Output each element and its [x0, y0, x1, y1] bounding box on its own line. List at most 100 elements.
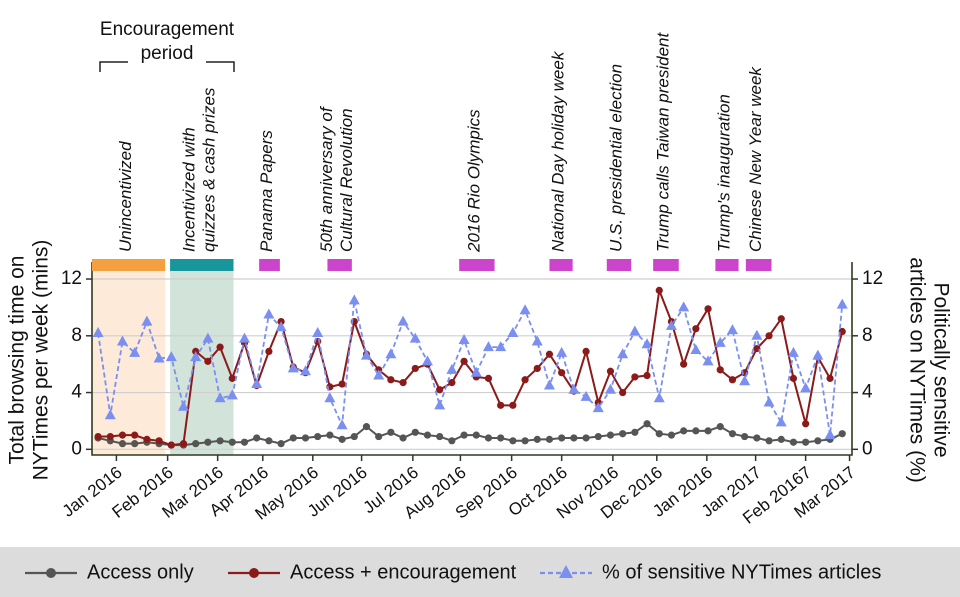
point-marker: [179, 440, 188, 448]
point-marker: [643, 420, 651, 428]
event-label: Trump's inauguration: [714, 94, 733, 252]
point-marker: [399, 379, 407, 387]
point-marker: [118, 440, 127, 448]
point-marker: [387, 428, 395, 436]
point-marker: [411, 428, 419, 436]
point-marker: [507, 326, 519, 337]
point-marker: [131, 440, 139, 448]
event-label: Incentivized with: [179, 127, 198, 252]
point-marker: [592, 402, 604, 413]
point-marker: [94, 432, 102, 441]
y2-tick-label: 0: [862, 438, 873, 459]
point-marker: [143, 435, 151, 443]
point-marker: [509, 437, 517, 445]
point-marker: [289, 434, 297, 442]
point-marker: [838, 430, 846, 438]
point-marker: [519, 304, 531, 315]
point-marker: [192, 440, 200, 448]
point-marker: [787, 346, 799, 357]
point-marker: [812, 349, 824, 360]
point-marker: [216, 437, 224, 445]
point-marker: [789, 438, 798, 446]
point-marker: [753, 434, 761, 442]
point-marker: [336, 419, 348, 430]
period-shade: [92, 270, 166, 455]
annotation-bracket: [99, 61, 235, 72]
point-marker: [460, 357, 468, 365]
point-marker: [775, 416, 787, 427]
legend-band: [0, 547, 960, 597]
point-marker: [680, 427, 688, 435]
legend-label: % of sensitive NYTimes articles: [602, 561, 881, 583]
point-marker: [204, 438, 212, 446]
point-marker: [251, 378, 263, 389]
annotation: Encouragement: [100, 19, 235, 40]
point-marker: [387, 376, 395, 384]
point-marker: [702, 355, 714, 366]
point-marker: [484, 434, 493, 442]
point-marker: [299, 365, 311, 376]
point-marker: [482, 341, 494, 352]
point-marker: [312, 326, 324, 337]
point-marker: [814, 437, 822, 445]
event-bar: [170, 259, 234, 271]
point-marker: [421, 355, 433, 366]
y2-tick-label: 8: [862, 325, 873, 346]
point-marker: [777, 435, 785, 443]
point-marker: [497, 401, 505, 409]
point-marker: [423, 431, 432, 439]
point-marker: [570, 434, 578, 442]
point-marker: [497, 434, 505, 442]
point-marker: [521, 437, 529, 445]
point-marker: [385, 348, 397, 359]
point-marker: [190, 351, 202, 362]
point-marker: [678, 301, 690, 312]
y-tick-label: 8: [71, 325, 82, 346]
axis-frame: [91, 262, 853, 456]
y-tick-label: 0: [71, 438, 82, 459]
point-marker: [240, 438, 249, 446]
point-marker: [436, 386, 444, 394]
event-label: National Day holiday week: [549, 50, 568, 252]
point-marker: [228, 374, 236, 382]
point-marker: [653, 392, 665, 403]
point-marker: [118, 431, 127, 439]
point-marker: [728, 430, 737, 438]
point-marker: [836, 298, 848, 309]
point-marker: [568, 383, 580, 394]
point-marker: [765, 437, 773, 445]
event-label: Chinese New Year week: [746, 66, 765, 252]
point-marker: [116, 335, 128, 346]
point-marker: [631, 428, 639, 436]
point-marker: [458, 334, 470, 345]
point-marker: [104, 409, 116, 420]
point-marker: [739, 375, 751, 386]
y-axis-title: Total browsing time on: [6, 256, 29, 465]
point-marker: [629, 325, 641, 336]
point-marker: [545, 350, 554, 358]
point-marker: [582, 347, 590, 356]
y2-tick-label: 12: [862, 268, 883, 289]
point-marker: [409, 332, 421, 343]
event-bar: [745, 259, 772, 271]
point-marker: [716, 423, 724, 431]
point-marker: [556, 346, 568, 357]
point-marker: [641, 338, 653, 349]
point-marker: [411, 364, 419, 373]
point-marker: [802, 438, 810, 446]
point-marker: [338, 435, 346, 443]
point-marker: [690, 343, 702, 354]
point-marker: [177, 400, 189, 411]
event-bar: [606, 259, 632, 271]
event-label: Trump calls Taiwan president: [653, 32, 672, 252]
point-marker: [314, 432, 322, 441]
point-marker: [826, 374, 834, 382]
point-marker: [202, 332, 214, 343]
point-marker: [604, 383, 616, 394]
point-marker: [619, 388, 627, 397]
event-bar: [327, 259, 352, 271]
point-marker: [484, 374, 493, 382]
point-marker: [141, 315, 153, 326]
point-marker: [665, 319, 677, 330]
